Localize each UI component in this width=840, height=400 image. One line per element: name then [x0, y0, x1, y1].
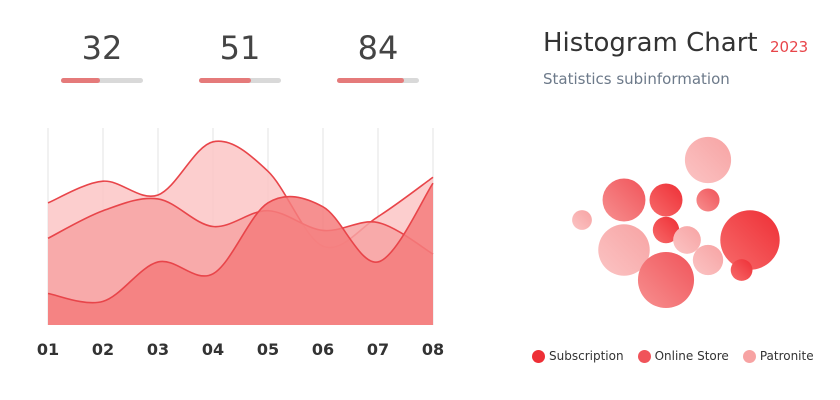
bubble	[649, 183, 683, 217]
legend-item-online-store: Online Store	[637, 349, 729, 363]
bubble	[730, 259, 753, 281]
legend-label: Patronite	[759, 349, 814, 363]
stat-card-3: 84	[337, 28, 419, 83]
x-tick-label: 08	[422, 340, 444, 359]
legend: Subscription Online Store Patronite	[532, 349, 814, 363]
legend-item-subscription: Subscription	[532, 349, 624, 363]
stat-value: 84	[357, 29, 399, 67]
bubble	[684, 136, 732, 184]
progress-bar	[61, 78, 143, 83]
x-tick-label: 04	[202, 340, 224, 359]
x-tick-label: 07	[367, 340, 389, 359]
bubble	[602, 178, 646, 222]
bubble	[572, 210, 592, 230]
bubble-chart	[572, 136, 780, 309]
bubble	[637, 251, 695, 309]
legend-label: Subscription	[549, 349, 624, 363]
bubble	[652, 216, 680, 244]
series-line-2	[47, 197, 434, 255]
progress-bar	[199, 78, 281, 83]
x-tick-label: 05	[257, 340, 279, 359]
bubble	[720, 210, 780, 270]
area-series-1	[48, 183, 433, 325]
progress-bar	[337, 78, 419, 83]
bubble	[598, 224, 650, 276]
legend-label: Online Store	[654, 349, 729, 363]
area-chart: 01 02 03 04 05 06 07 08	[37, 128, 444, 359]
x-tick-label: 02	[92, 340, 114, 359]
year-badge: 2023	[770, 38, 809, 56]
legend-dot-icon	[532, 349, 545, 363]
progress-fill	[337, 78, 405, 83]
stat-value: 32	[81, 29, 123, 67]
x-tick-label: 06	[312, 340, 334, 359]
stat-value: 51	[219, 29, 261, 67]
bubble	[692, 244, 724, 276]
x-tick-label: 01	[37, 340, 59, 359]
legend-dot-icon	[742, 349, 756, 363]
progress-fill	[61, 78, 101, 83]
bubble	[696, 188, 720, 212]
legend-item-patronite: Patronite	[742, 349, 814, 363]
chart-title: Histogram Chart	[543, 28, 758, 58]
series-line-1	[47, 182, 434, 304]
series-line-3	[47, 140, 434, 249]
progress-fill	[199, 78, 252, 83]
chart-subtitle: Statistics subinformation	[543, 70, 730, 88]
bubble	[673, 226, 701, 254]
stat-card-2: 51	[199, 28, 281, 83]
stat-card-1: 32	[61, 28, 143, 83]
x-tick-label: 03	[147, 340, 169, 359]
legend-dot-icon	[637, 349, 651, 363]
